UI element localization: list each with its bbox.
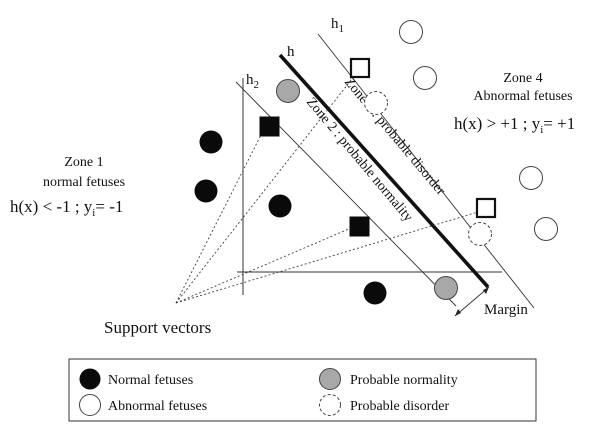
normal-fetus-point — [194, 179, 218, 203]
zone1-equation: h(x) < -1 ; yi= -1 — [10, 197, 123, 219]
support-vectors-label: Support vectors — [104, 318, 211, 337]
zone1-subtitle: normal fetuses — [43, 175, 125, 190]
axes — [237, 78, 502, 295]
probable-normality-points — [276, 79, 458, 300]
normal-fetus-point — [268, 194, 292, 218]
support-vector-abnormal — [475, 197, 497, 219]
hyperplanes — [235, 33, 535, 309]
probable-normality-point — [434, 276, 458, 300]
probable-disorder-point — [468, 222, 492, 246]
abnormal-fetus-point — [534, 217, 558, 241]
support-vector-arrows — [175, 74, 479, 304]
zone1-block: Zone 1 normal fetuses h(x) < -1 ; yi= -1 — [10, 155, 125, 219]
zone4-subtitle: Abnormal fetuses — [473, 89, 572, 104]
probable-normality-point — [276, 79, 300, 103]
normal-fetus-points — [194, 130, 387, 305]
legend-box — [68, 358, 537, 422]
abnormal-fetus-point — [413, 66, 437, 90]
zone4-equation: h(x) > +1 ; yi= +1 — [454, 114, 575, 136]
h2-label: h2 — [246, 72, 259, 91]
legend-normal-label: Normal fetuses — [108, 373, 193, 388]
zone4-block: Zone 4 Abnormal fetuses h(x) > +1 ; yi= … — [454, 71, 575, 136]
normal-fetus-point — [363, 281, 387, 305]
zone1-title: Zone 1 — [64, 155, 103, 170]
legend-abnormal-label: Abnormal fetuses — [108, 399, 207, 414]
h-label: h — [287, 44, 295, 60]
hyperplane-h-line — [278, 53, 490, 289]
legend-probable-normality-marker — [319, 368, 341, 390]
legend-probable-disorder-label: Probable disorder — [350, 399, 449, 414]
legend-abnormal-marker — [79, 394, 101, 416]
abnormal-fetus-point — [399, 20, 423, 44]
support-vector-markers — [259, 57, 497, 237]
margin-arrow — [454, 286, 490, 317]
normal-fetus-point — [199, 130, 223, 154]
abnormal-fetus-points — [399, 20, 558, 241]
hyperplane-h1-line — [317, 33, 535, 309]
probable-disorder-point — [364, 91, 388, 115]
legend-probable-disorder-marker — [319, 394, 341, 416]
legend-normal-marker — [79, 368, 101, 390]
legend: Normal fetuses Abnormal fetuses Probable… — [68, 358, 537, 422]
zone4-title: Zone 4 — [503, 71, 542, 86]
legend-probable-normality-label: Probable normality — [350, 373, 458, 388]
support-vector-abnormal — [349, 57, 371, 79]
margin-label: Margin — [484, 302, 528, 318]
h1-label: h1 — [331, 16, 344, 35]
abnormal-fetus-point — [519, 166, 543, 190]
zone2-label: Zone 2 : probable normality — [303, 95, 415, 225]
support-vector-normal — [349, 216, 370, 237]
probable-disorder-points — [364, 91, 492, 246]
support-vector-normal — [259, 116, 280, 137]
